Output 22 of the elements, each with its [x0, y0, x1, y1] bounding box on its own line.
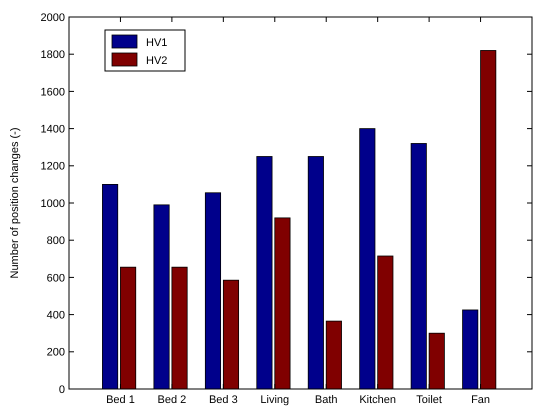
- x-tick-label: Bath: [314, 394, 338, 406]
- x-tick-label: Bed 1: [106, 394, 135, 406]
- x-tick-label: Bed 3: [208, 394, 238, 406]
- y-tick-label: 2000: [40, 12, 65, 24]
- y-tick-label: 1000: [40, 198, 65, 210]
- x-tick-label: Kitchen: [359, 394, 396, 406]
- y-tick-label: 1400: [40, 123, 65, 136]
- x-tick-label: Bed 2: [158, 394, 186, 406]
- y-tick-label: 800: [46, 235, 65, 248]
- legend-label: HV2: [146, 54, 168, 67]
- y-tick-label: 1800: [40, 49, 65, 62]
- y-tick-label: 0: [58, 384, 65, 396]
- y-axis-title: Number of position changes (-): [9, 127, 21, 279]
- x-tick-label: Fan: [471, 394, 490, 406]
- y-tick-label: 1600: [40, 86, 65, 98]
- x-tick-label: Toilet: [416, 394, 442, 406]
- y-tick-label: 1200: [40, 160, 65, 173]
- y-tick-label: 400: [46, 309, 65, 322]
- x-tick-label: Living: [260, 394, 290, 406]
- y-tick-label: 600: [46, 272, 65, 284]
- y-tick-label: 200: [46, 346, 65, 359]
- legend-label: HV1: [146, 36, 168, 49]
